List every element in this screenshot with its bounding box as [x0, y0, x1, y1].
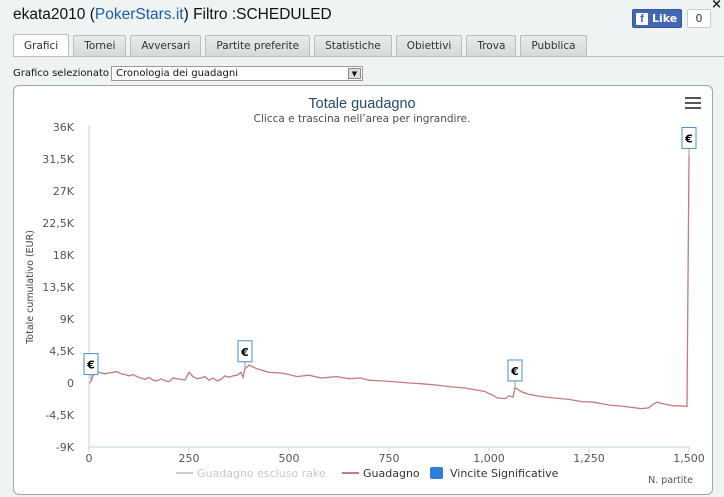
- y-tick-label: 27K: [53, 185, 75, 198]
- tab-divider: [13, 56, 724, 57]
- flag-label: €: [510, 365, 519, 378]
- tab-grafici[interactable]: Grafici: [13, 34, 70, 56]
- tab-avversari[interactable]: Avversari: [130, 35, 202, 56]
- flag-label: €: [684, 132, 693, 145]
- y-tick-label: 9K: [60, 313, 75, 326]
- x-tick-label: 750: [379, 452, 400, 465]
- tab-trova[interactable]: Trova: [466, 35, 517, 56]
- close-icon[interactable]: ×: [711, 0, 722, 12]
- x-tick-label: 1,250: [573, 452, 605, 465]
- x-axis-title: N. partite: [648, 475, 693, 486]
- tab-pubblica[interactable]: Pubblica: [520, 35, 587, 56]
- filter-label: ) Filtro :SCHEDULED: [183, 6, 332, 23]
- y-tick-label: -9K: [56, 441, 75, 454]
- y-axis-title: Totale cumulativo (EUR): [25, 230, 36, 345]
- chart-select-label: Grafico selezionato: [13, 68, 110, 79]
- y-tick-label: 18K: [53, 249, 75, 262]
- legend-item-vincite-significative: Vincite Significative: [450, 467, 559, 480]
- flag-marker: [237, 340, 253, 363]
- legend-symbol-vincite-significative: [430, 467, 443, 479]
- flag-marker: [681, 126, 697, 149]
- legend-item-guadagno: Guadagno: [363, 467, 420, 480]
- y-tick-label: 4,5K: [49, 345, 74, 358]
- chevron-down-icon[interactable]: ▼: [348, 68, 361, 79]
- page-title: ekata2010 (PokerStars.it) Filtro :SCHEDU…: [13, 6, 332, 24]
- chart-container[interactable]: [13, 85, 713, 495]
- x-tick-label: 1,500: [673, 452, 705, 465]
- x-tick-label: 1,000: [473, 452, 505, 465]
- tab-bar: Grafici Tornei Avversari Partite preferi…: [13, 34, 591, 56]
- flag-label: €: [86, 359, 95, 372]
- flag-marker: [507, 359, 523, 382]
- facebook-like-button[interactable]: f Like: [632, 9, 682, 28]
- y-tick-label: 22,5K: [42, 217, 74, 230]
- chart-subtitle: Clicca e trascina nell’area per ingrandi…: [254, 113, 471, 125]
- username: ekata2010: [13, 6, 86, 23]
- flag-marker: [83, 353, 99, 376]
- hamburger-menu-icon[interactable]: [685, 97, 701, 111]
- site-name: PokerStars.it: [94, 6, 184, 23]
- tab-obiettivi[interactable]: Obiettivi: [395, 35, 463, 56]
- like-label: Like: [652, 12, 678, 25]
- y-tick-label: -4,5K: [45, 409, 74, 422]
- y-tick-label: 36K: [53, 121, 75, 134]
- x-tick-label: 250: [179, 452, 200, 465]
- chart-title: Totale guadagno: [308, 96, 415, 112]
- chart-type-select[interactable]: Cronologia dei guadagni ▼: [111, 66, 363, 81]
- x-tick-label: 500: [279, 452, 300, 465]
- facebook-icon: f: [636, 12, 648, 25]
- paren-open: (: [85, 6, 95, 23]
- tab-tornei[interactable]: Tornei: [73, 35, 127, 56]
- y-tick-label: 13,5K: [42, 281, 74, 294]
- y-tick-label: 31,5K: [42, 153, 74, 166]
- y-tick-label: 0: [67, 377, 74, 390]
- legend-item-guadagno-escluso-rake: Guadagno escluso rake: [197, 467, 326, 480]
- tab-partite-preferite[interactable]: Partite preferite: [205, 35, 311, 56]
- x-tick-label: 0: [86, 452, 93, 465]
- tab-statistiche[interactable]: Statistiche: [314, 35, 392, 56]
- series-line-guadagno: [88, 155, 690, 410]
- flag-label: €: [240, 346, 249, 359]
- like-count: 0: [687, 9, 711, 28]
- chart-type-value: Cronologia dei guadagni: [116, 68, 238, 79]
